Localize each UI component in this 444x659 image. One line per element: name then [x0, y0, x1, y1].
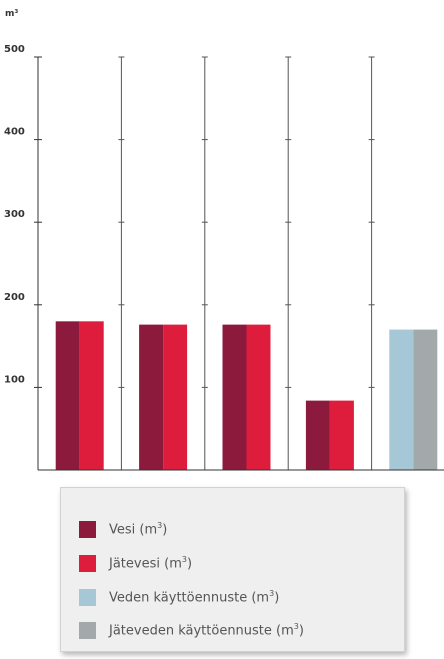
bar-vesi-2017	[139, 324, 164, 470]
legend-swatch-vesi	[79, 520, 96, 538]
legend-item-veden-kayttoennuste: Veden käyttöennuste (m3)	[79, 586, 279, 608]
bar-vesi-2018	[222, 324, 247, 470]
legend-swatch-veden-kayttoennuste	[79, 588, 96, 606]
legend-item-jatevesi: Jätevesi (m3)	[79, 552, 192, 574]
x-tick-label: 2019	[308, 477, 353, 480]
legend-swatch-jatevesi	[79, 554, 96, 572]
x-tick-label: 2017	[141, 477, 186, 480]
legend: Vesi (m3) Jätevesi (m3) Veden käyttöennu…	[60, 487, 405, 652]
legend-label: Jäteveden käyttöennuste (m3)	[109, 621, 304, 639]
bar-vesi-2019	[305, 400, 330, 470]
bar-j-tevesi-2019	[329, 400, 354, 470]
bar-j-tevesi-2016	[79, 321, 104, 470]
bar-j-teveden-k-ytt-ennuste-2019	[413, 329, 438, 470]
y-tick-label: 100	[4, 374, 25, 385]
bar-j-tevesi-2018	[246, 324, 271, 470]
legend-label: Jätevesi (m3)	[109, 554, 193, 572]
axis-labels: 100 200 300 400 500 m³ 2016 2017 2018 2019 2019	[4, 9, 436, 480]
x-tick-label: 2016	[57, 477, 102, 480]
bar-vesi-2016	[55, 321, 80, 470]
legend-item-vesi: Vesi (m3)	[79, 518, 167, 540]
legend-label: Veden käyttöennuste (m3)	[109, 588, 280, 606]
bars	[55, 321, 438, 470]
bar-j-tevesi-2017	[163, 324, 188, 470]
y-tick-label: 200	[4, 292, 25, 303]
bar-veden-k-ytt-ennuste-2019	[389, 329, 414, 470]
axes	[34, 56, 444, 471]
y-tick-label: 400	[4, 127, 25, 138]
legend-item-jateveden-kayttoennuste: Jäteveden käyttöennuste (m3)	[79, 619, 304, 641]
x-tick-label: 2018	[224, 477, 269, 480]
y-tick-label: 300	[4, 209, 25, 220]
x-tick-label: 2019	[391, 477, 436, 480]
bar-chart: 100 200 300 400 500 m³ 2016 2017 2018 2019 2019	[4, 9, 444, 480]
legend-label: Vesi (m3)	[109, 520, 168, 538]
grid-lines	[118, 56, 375, 470]
legend-swatch-jateveden-kayttoennuste	[79, 621, 96, 639]
y-tick-label: 500	[4, 44, 25, 55]
y-unit-label: m³	[5, 9, 18, 19]
